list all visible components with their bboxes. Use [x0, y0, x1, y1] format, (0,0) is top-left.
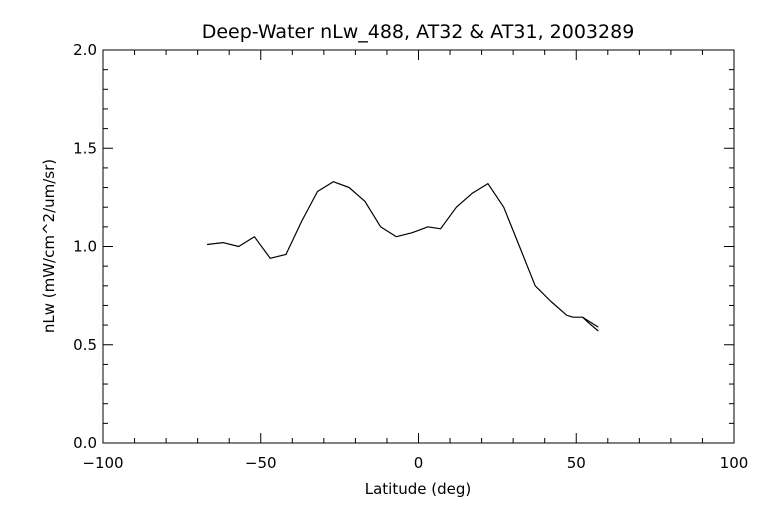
- chart-title: Deep-Water nLw_488, AT32 & AT31, 2003289: [202, 21, 635, 43]
- x-tick-label: −50: [245, 454, 277, 472]
- x-tick-label: 0: [414, 454, 424, 472]
- series-layer: [207, 181, 599, 332]
- y-tick-label: 0.0: [73, 434, 97, 452]
- x-tick-label: 50: [567, 454, 586, 472]
- y-tick-label: 2.0: [73, 41, 97, 59]
- y-axis-label: nLw (mW/cm^2/um/sr): [40, 159, 58, 333]
- series-line-1: [207, 181, 599, 328]
- series-line-2: [582, 316, 599, 332]
- x-tick-label: 100: [720, 454, 749, 472]
- y-tick-label: 1.5: [73, 139, 97, 157]
- y-tick-label: 1.0: [73, 238, 97, 256]
- x-axis-ticks: −100 −50 0 50 100: [82, 50, 748, 472]
- x-tick-label: −100: [82, 454, 123, 472]
- plot-area: −100 −50 0 50 100 0.0 0.5 1.0 1.5 2.0: [73, 41, 748, 472]
- y-tick-label: 0.5: [73, 336, 97, 354]
- y-axis-ticks: 0.0 0.5 1.0 1.5 2.0: [73, 41, 734, 452]
- plot-frame: [102, 49, 735, 444]
- x-axis-label: Latitude (deg): [365, 480, 471, 498]
